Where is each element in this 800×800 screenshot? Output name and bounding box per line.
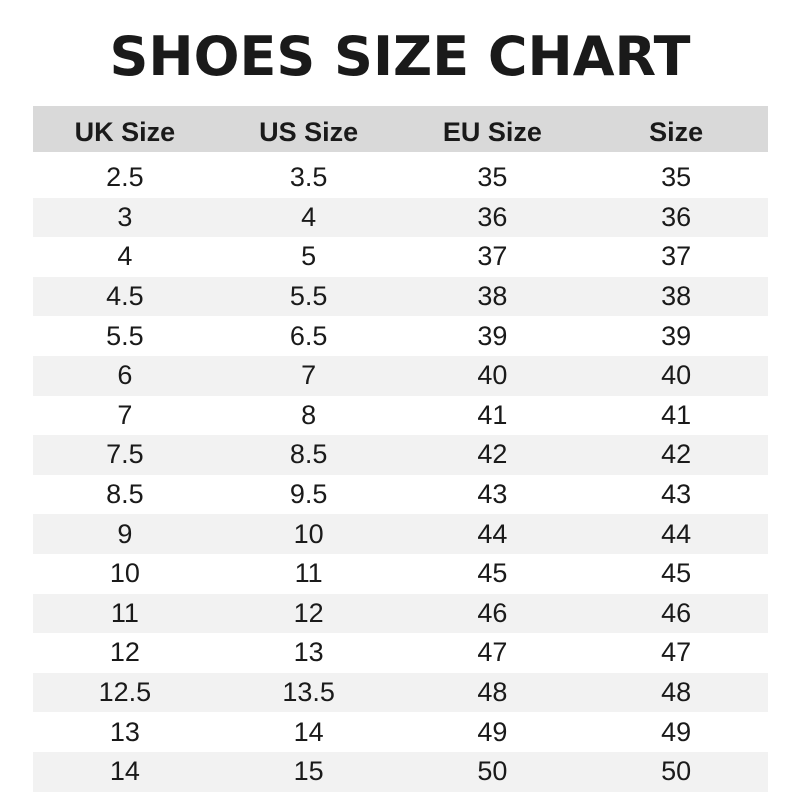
- table-row: 6 7 40 40: [33, 355, 768, 396]
- table-cell: 13: [293, 637, 324, 668]
- table-cell: 49: [477, 716, 508, 747]
- table-row: 9 10 44 44: [33, 514, 768, 554]
- table-cell: 44: [661, 518, 692, 549]
- table-cell: 9: [117, 518, 133, 549]
- table-cell: 35: [477, 162, 508, 193]
- table-cell: 9.5: [289, 479, 328, 510]
- table-cell: 6.5: [289, 320, 328, 351]
- table-header: UK Size US Size EU Size Size: [33, 106, 768, 152]
- table-cell: 10: [109, 558, 140, 589]
- table-row: 14 15 50 50: [33, 751, 768, 792]
- table-cell: 3.5: [289, 162, 328, 193]
- table-cell: 47: [477, 637, 508, 668]
- column-header: UK Size: [74, 116, 176, 147]
- table-cell: 14: [109, 756, 140, 787]
- table-cell: 8.5: [289, 439, 328, 470]
- table-body: 2.5 3.5 35 35 3 4 36 36 4 5 37 37 4.5 5.5 38 38 5.5 6.5 39…: [33, 158, 768, 792]
- table-cell: 3: [117, 201, 133, 232]
- table-cell: 48: [661, 677, 692, 708]
- table-cell: 45: [477, 558, 508, 589]
- table-cell: 40: [477, 360, 508, 391]
- table-cell: 36: [661, 201, 692, 232]
- table-cell: 46: [477, 597, 508, 628]
- table-cell: 39: [661, 320, 692, 351]
- table-cell: 10: [293, 518, 324, 549]
- table-cell: 40: [661, 360, 692, 391]
- table-row: 4 5 37 37: [33, 237, 768, 277]
- table-cell: 7: [301, 360, 317, 391]
- table-cell: 12: [293, 597, 324, 628]
- table-cell: 8.5: [106, 479, 144, 510]
- table-cell: 5.5: [289, 281, 328, 312]
- table-cell: 35: [661, 162, 692, 193]
- table-cell: 41: [477, 399, 508, 430]
- table-cell: 13: [109, 716, 140, 747]
- table-cell: 37: [477, 241, 508, 272]
- table-cell: 43: [477, 479, 508, 510]
- table-cell: 42: [661, 439, 692, 470]
- table-cell: 44: [477, 518, 508, 549]
- table-cell: 47: [661, 637, 692, 668]
- table-cell: 42: [477, 439, 508, 470]
- table-cell: 38: [477, 281, 508, 312]
- table-cell: 13.5: [282, 677, 335, 708]
- table-cell: 5: [301, 241, 317, 272]
- table-row: 3 4 36 36: [33, 197, 768, 238]
- table-row: 7 8 41 41: [33, 396, 768, 436]
- table-cell: 6: [117, 360, 133, 391]
- table-row: 5.5 6.5 39 39: [33, 316, 768, 356]
- table-row: 2.5 3.5 35 35: [33, 158, 768, 198]
- table-cell: 49: [661, 716, 692, 747]
- table-cell: 41: [661, 399, 692, 430]
- table-row: 10 11 45 45: [33, 554, 768, 594]
- size-table: UK Size US Size EU Size Size 2.5 3.5 35 35 3 4 36…: [33, 106, 768, 792]
- table-cell: 36: [477, 201, 508, 232]
- table-row: 12.5 13.5 48 48: [33, 672, 768, 713]
- table-cell: 45: [661, 558, 692, 589]
- table-cell: 4: [301, 201, 317, 232]
- table-cell: 8: [301, 399, 317, 430]
- table-cell: 11: [294, 558, 323, 589]
- table-cell: 43: [661, 479, 692, 510]
- table-cell: 37: [661, 241, 692, 272]
- table-cell: 14: [293, 716, 324, 747]
- table-row: 12 13 47 47: [33, 633, 768, 673]
- table-cell: 50: [477, 756, 508, 787]
- table-cell: 7: [117, 399, 133, 430]
- column-header: US Size: [259, 116, 359, 147]
- table-cell: 38: [661, 281, 692, 312]
- table-cell: 11: [110, 597, 139, 628]
- table-cell: 39: [477, 320, 508, 351]
- table-cell: 12.5: [98, 677, 152, 708]
- table-cell: 15: [293, 756, 324, 787]
- table-row: 7.5 8.5 42 42: [33, 435, 768, 475]
- table-row: 8.5 9.5 43 43: [33, 475, 768, 515]
- table-row: 4.5 5.5 38 38: [33, 276, 768, 317]
- table-cell: 50: [661, 756, 692, 787]
- table-cell: 7.5: [106, 439, 144, 470]
- table-row: 13 14 49 49: [33, 712, 768, 752]
- table-cell: 5.5: [106, 320, 144, 351]
- table-row: 11 12 46 46: [33, 593, 768, 634]
- table-cell: 12: [109, 637, 140, 668]
- column-header: EU Size: [442, 116, 542, 147]
- table-cell: 46: [661, 597, 692, 628]
- table-cell: 2.5: [106, 162, 144, 193]
- table-cell: 4.5: [106, 281, 144, 312]
- table-cell: 48: [477, 677, 508, 708]
- table-cell: 4: [117, 241, 133, 272]
- column-header: Size: [649, 116, 704, 147]
- chart-title: SHOES SIZE CHART: [109, 25, 691, 88]
